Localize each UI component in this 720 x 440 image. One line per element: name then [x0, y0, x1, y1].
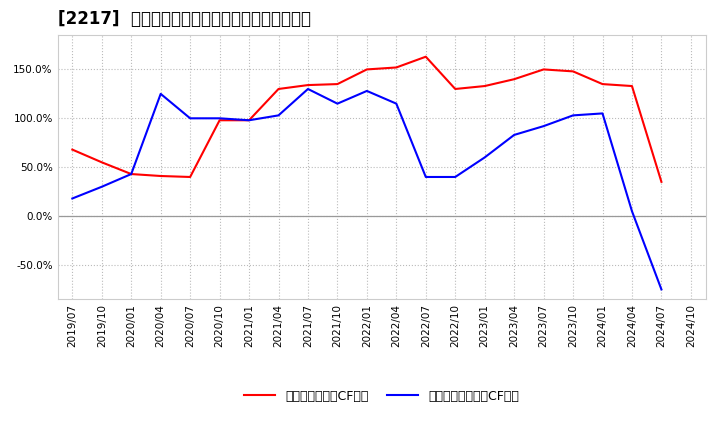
有利子負債フリーCF比率 [127, 172, 135, 177]
有利子負債営業CF比率 [156, 173, 165, 179]
有利子負債営業CF比率 [628, 84, 636, 89]
有利子負債営業CF比率 [363, 67, 372, 72]
有利子負債フリーCF比率 [628, 209, 636, 214]
有利子負債フリーCF比率 [333, 101, 342, 106]
有利子負債営業CF比率 [480, 84, 489, 89]
Text: [2217]  有利子負債キャッシュフロー比率の推移: [2217] 有利子負債キャッシュフロー比率の推移 [58, 10, 310, 28]
有利子負債フリーCF比率 [392, 101, 400, 106]
有利子負債営業CF比率 [510, 77, 518, 82]
有利子負債営業CF比率 [97, 160, 106, 165]
有利子負債営業CF比率 [127, 172, 135, 177]
有利子負債フリーCF比率 [480, 155, 489, 160]
有利子負債営業CF比率 [392, 65, 400, 70]
有利子負債営業CF比率 [274, 86, 283, 92]
有利子負債フリーCF比率 [657, 287, 666, 292]
有利子負債営業CF比率 [657, 179, 666, 184]
有利子負債フリーCF比率 [304, 86, 312, 92]
有利子負債営業CF比率 [215, 117, 224, 123]
有利子負債フリーCF比率 [363, 88, 372, 94]
有利子負債フリーCF比率 [421, 174, 430, 180]
有利子負債営業CF比率 [451, 86, 459, 92]
有利子負債営業CF比率 [68, 147, 76, 152]
有利子負債フリーCF比率 [245, 117, 253, 123]
有利子負債営業CF比率 [245, 117, 253, 123]
有利子負債フリーCF比率 [451, 174, 459, 180]
有利子負債営業CF比率 [598, 81, 607, 87]
有利子負債営業CF比率 [186, 174, 194, 180]
有利子負債フリーCF比率 [274, 113, 283, 118]
Legend: 有利子負債営業CF比率, 有利子負債フリーCF比率: 有利子負債営業CF比率, 有利子負債フリーCF比率 [239, 385, 524, 407]
有利子負債営業CF比率 [333, 81, 342, 87]
有利子負債フリーCF比率 [97, 184, 106, 189]
有利子負債フリーCF比率 [569, 113, 577, 118]
有利子負債フリーCF比率 [539, 124, 548, 129]
Line: 有利子負債営業CF比率: 有利子負債営業CF比率 [72, 57, 662, 182]
有利子負債フリーCF比率 [156, 91, 165, 96]
有利子負債営業CF比率 [421, 54, 430, 59]
有利子負債フリーCF比率 [68, 196, 76, 201]
有利子負債フリーCF比率 [215, 116, 224, 121]
有利子負債営業CF比率 [539, 67, 548, 72]
有利子負債フリーCF比率 [510, 132, 518, 138]
有利子負債フリーCF比率 [598, 111, 607, 116]
有利子負債フリーCF比率 [186, 116, 194, 121]
Line: 有利子負債フリーCF比率: 有利子負債フリーCF比率 [72, 89, 662, 290]
有利子負債営業CF比率 [304, 82, 312, 88]
有利子負債営業CF比率 [569, 69, 577, 74]
